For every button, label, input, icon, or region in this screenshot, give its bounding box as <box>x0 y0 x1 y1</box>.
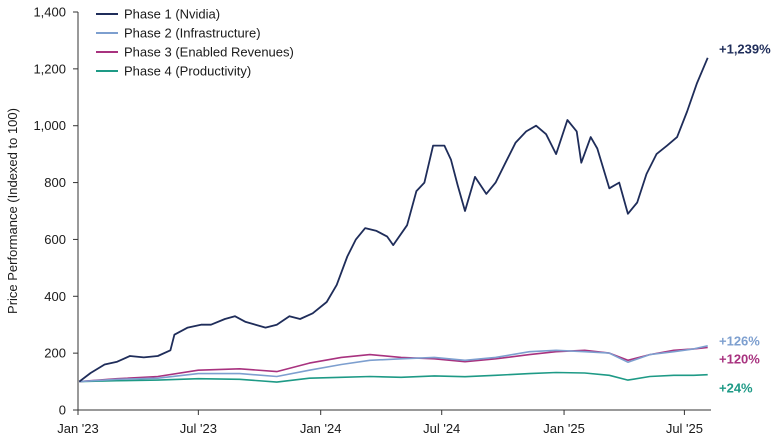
end-label-phase-2: +126% <box>719 334 760 349</box>
y-tick-label: 200 <box>44 346 66 361</box>
end-label-phase-3: +120% <box>719 352 760 367</box>
x-tick-label: Jul '25 <box>666 421 703 436</box>
legend-label-phase-2: Phase 2 (Infrastructure) <box>124 26 261 41</box>
axes: 0 200 400 600 800 1,000 1,200 1,400 Jan '23 Jul '… <box>5 5 711 436</box>
x-tick-label: Jul '23 <box>180 421 217 436</box>
legend-label-phase-1: Phase 1 (Nvidia) <box>124 7 220 22</box>
legend: Phase 1 (Nvidia) Phase 2 (Infrastructure)… <box>96 7 294 79</box>
series-line-phase-1 <box>78 57 709 383</box>
y-tick-label: 0 <box>59 403 66 418</box>
series-line-phase-3 <box>79 346 708 383</box>
y-tick-label: 1,000 <box>33 118 66 133</box>
legend-label-phase-4: Phase 4 (Productivity) <box>124 64 251 79</box>
y-tick-label: 400 <box>44 289 66 304</box>
y-tick-label: 1,200 <box>33 61 66 76</box>
x-tick-label: Jan '25 <box>543 421 585 436</box>
end-label-phase-1: +1,239% <box>719 42 771 57</box>
legend-label-phase-3: Phase 3 (Enabled Revenues) <box>124 45 294 60</box>
x-tick-label: Jul '24 <box>423 421 460 436</box>
end-labels: +1,239% +126% +120% +24% <box>719 42 771 396</box>
end-label-phase-4: +24% <box>719 381 753 396</box>
x-tick-label: Jan '24 <box>300 421 342 436</box>
y-tick-label: 600 <box>44 232 66 247</box>
y-tick-label: 1,400 <box>33 5 66 20</box>
y-tick-label: 800 <box>44 175 66 190</box>
x-tick-label: Jan '23 <box>57 421 99 436</box>
y-axis-title: Price Performance (Indexed to 100) <box>5 108 20 314</box>
series-lines <box>78 57 709 383</box>
series-line-phase-2 <box>79 345 708 383</box>
series-line-phase-4 <box>79 371 708 383</box>
